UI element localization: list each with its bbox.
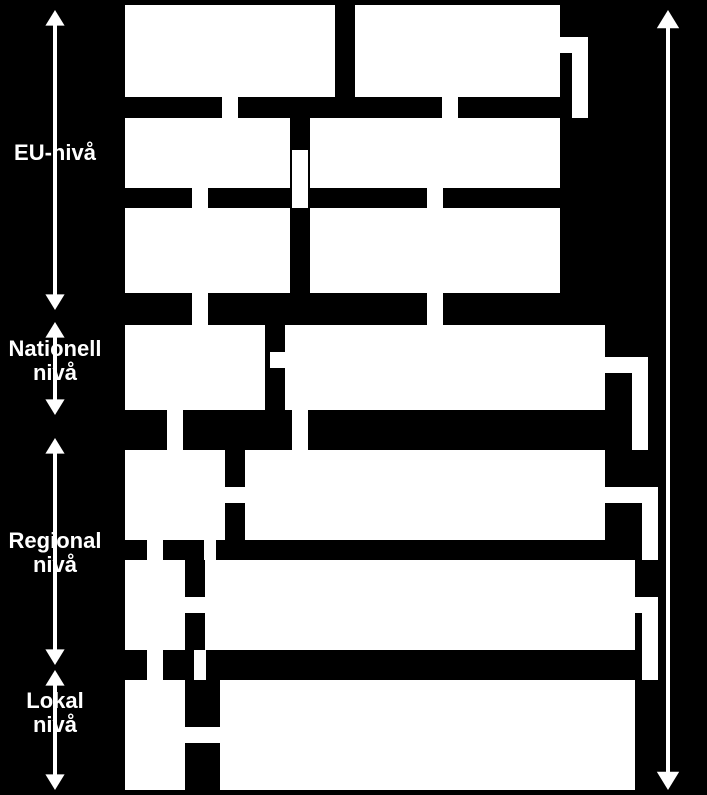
box-reg-r1-right <box>245 450 605 540</box>
side-arrow <box>657 10 679 790</box>
box-reg-r2-right <box>205 560 635 650</box>
connector-reg-r2-right-down <box>635 605 650 680</box>
box-reg-r2-left <box>125 560 185 650</box>
box-eu-r2-right <box>310 118 560 188</box>
levels-layer: EU-nivå Nationellnivå Regionalnivå Lokalniv… <box>9 10 102 790</box>
box-nat-left <box>125 325 265 410</box>
level-label-local: Lokalnivå <box>26 688 83 737</box>
box-eu-r3-right <box>310 208 560 293</box>
level-label-national: Nationellnivå <box>9 336 102 385</box>
connector-eu-r1-right-down <box>560 45 580 118</box>
box-loc-right <box>220 680 635 790</box>
box-eu-r1-right <box>355 5 560 97</box>
box-eu-r2-left <box>125 118 290 188</box>
level-label-regional: Regionalnivå <box>9 528 102 577</box>
connector-nat-right-down <box>605 365 640 450</box>
box-eu-r1-left <box>125 5 335 97</box>
level-label-eu: EU-nivå <box>14 140 97 165</box>
connector-reg-r1-right-down <box>605 495 650 560</box>
box-reg-r1-left <box>125 450 225 540</box>
box-loc-left <box>125 680 185 790</box>
box-nat-right <box>285 325 605 410</box>
box-eu-r3-left <box>125 208 290 293</box>
